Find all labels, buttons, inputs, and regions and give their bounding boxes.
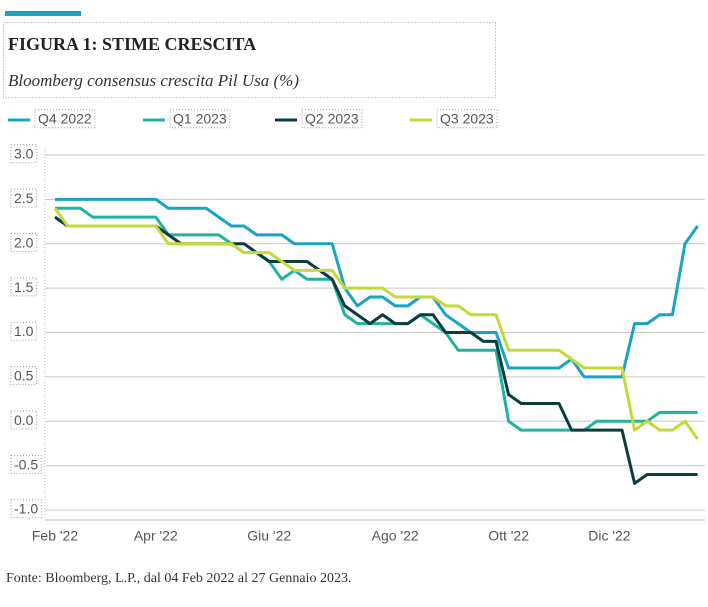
legend-label: Q1 2023 [173,111,227,127]
series-line [55,206,698,432]
y-tick-box [10,144,38,164]
y-tick-label: 2.5 [14,190,34,206]
y-tick-box [10,410,38,430]
accent-bar [5,11,81,16]
title-box [3,22,496,98]
y-tick-label: 2.0 [14,234,34,250]
y-tick-label: -0.5 [14,456,38,472]
y-tick-box [10,454,42,474]
y-tick-label: 0.0 [14,412,34,428]
legend-label: Q2 2023 [305,111,359,127]
chart-title: FIGURA 1: STIME CRESCITA [8,34,256,54]
x-tick-label: Apr '22 [134,528,178,544]
series-line [55,197,699,379]
y-tick-box [10,321,38,341]
source-note: Fonte: Bloomberg, L.P., dal 04 Feb 2022 … [6,571,351,586]
y-tick-label: 0.5 [14,368,34,384]
x-tick-label: Giu '22 [247,528,291,544]
series-line [53,207,699,440]
y-tick-label: 3.0 [14,146,34,162]
y-tick-box [10,366,38,386]
y-tick-box [10,277,38,297]
y-tick-label: -1.0 [14,501,38,517]
chart-subtitle: Bloomberg consensus crescita Pil Usa (%) [8,71,299,90]
y-tick-box [10,232,38,252]
legend-label: Q4 2022 [38,111,92,127]
series-line [54,215,698,485]
x-tick-label: Feb '22 [32,528,78,544]
legend-label: Q3 2023 [440,111,494,127]
y-tick-label: 1.0 [14,323,34,339]
x-tick-label: Dic '22 [588,528,631,544]
x-tick-label: Ott '22 [488,528,529,544]
y-tick-box [10,188,38,208]
y-tick-box [10,499,42,519]
y-tick-label: 1.5 [14,279,34,295]
x-tick-label: Ago '22 [372,528,419,544]
